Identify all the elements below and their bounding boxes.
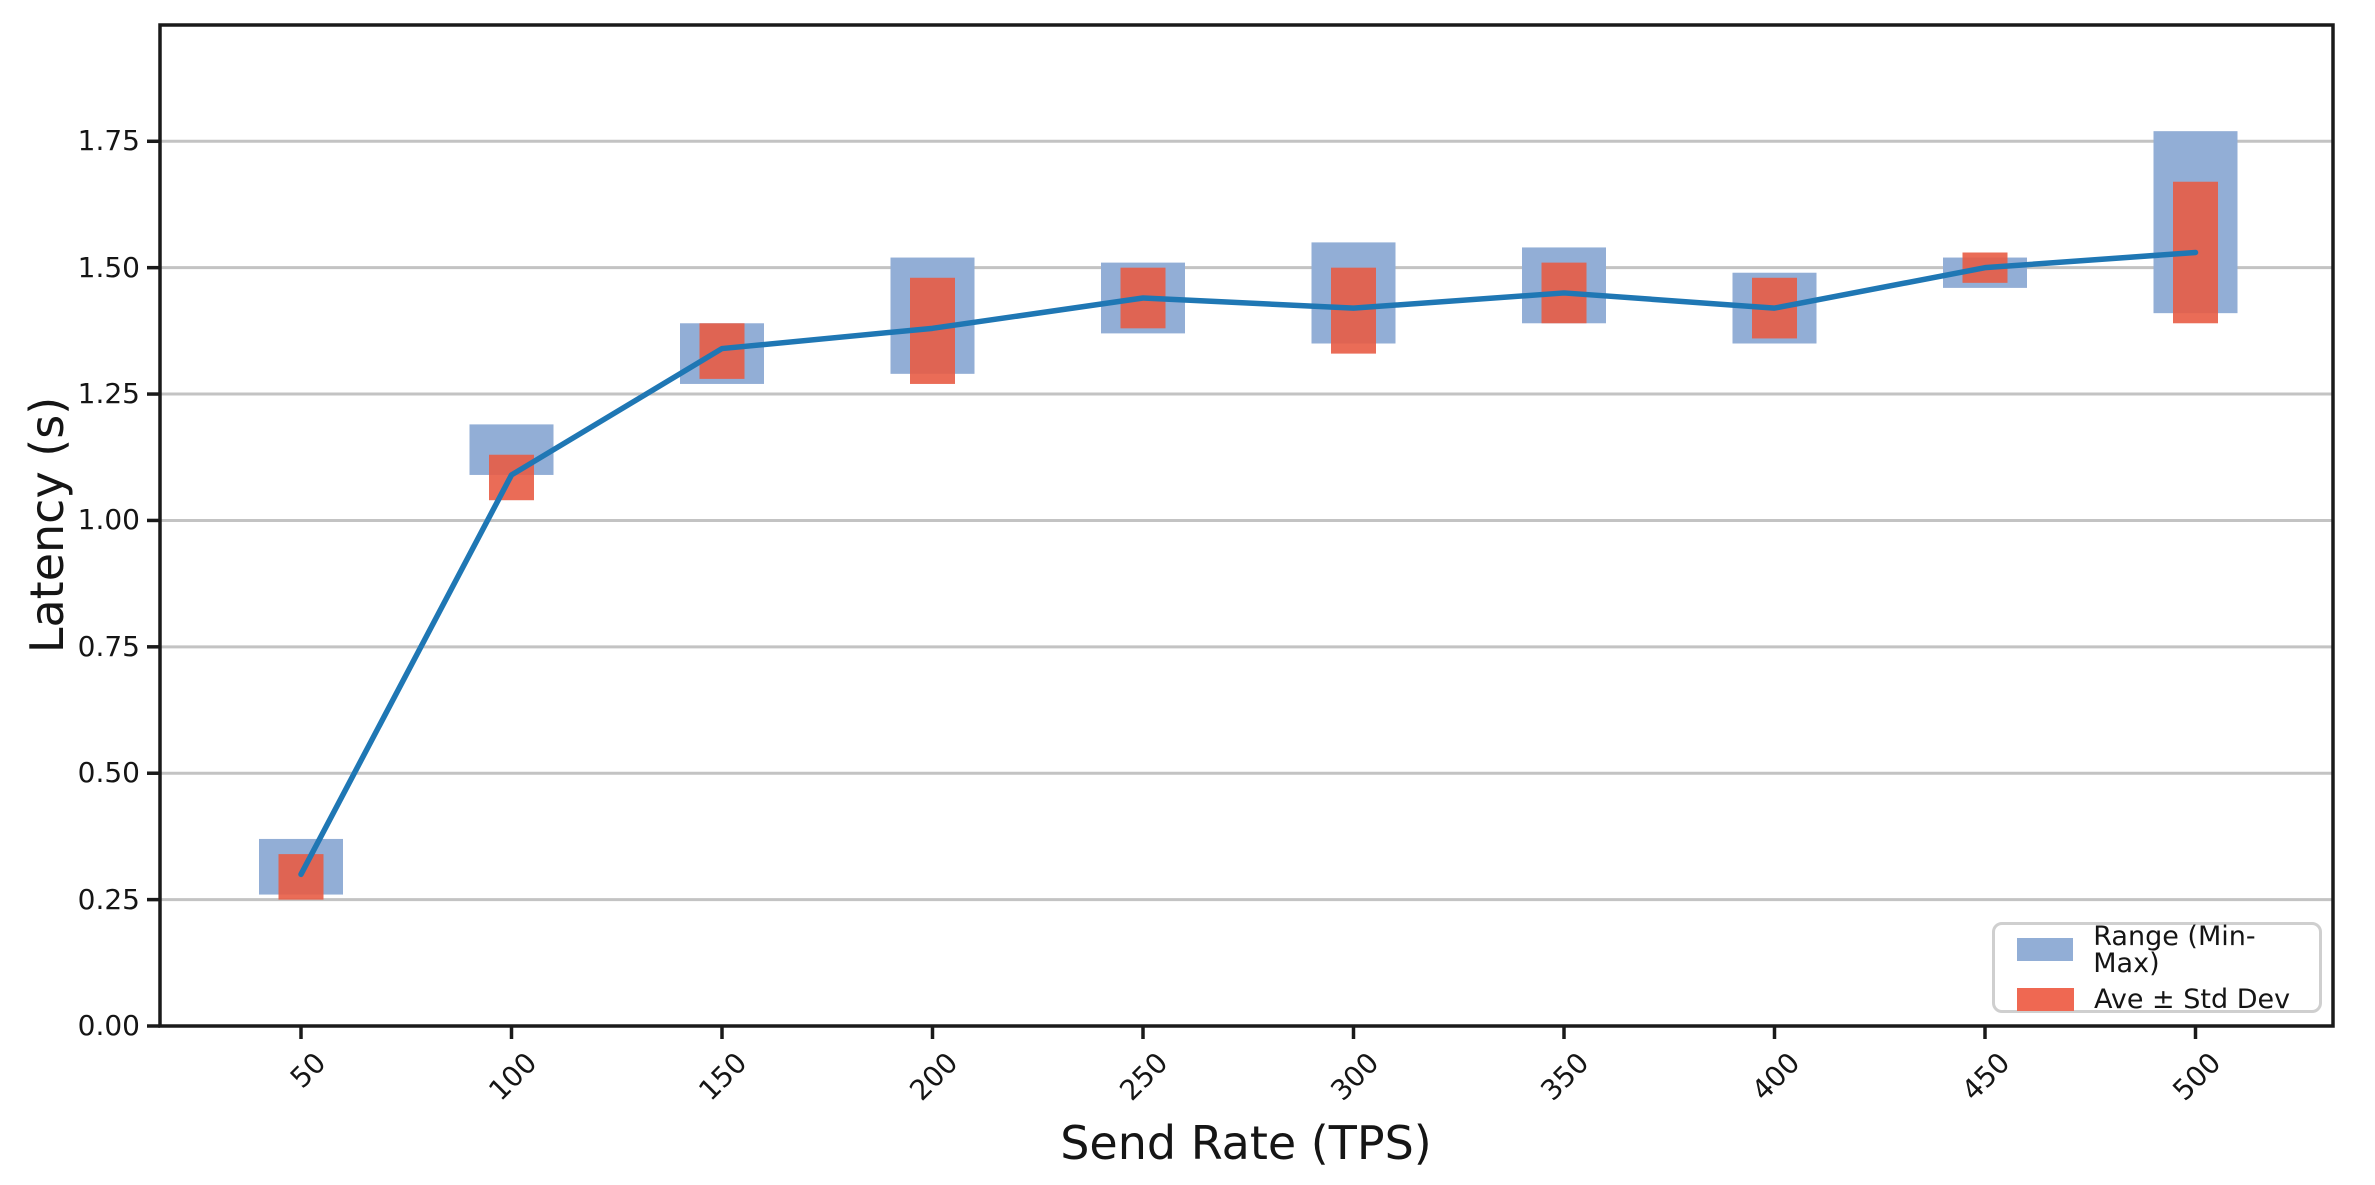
y-tick-label: 0.50	[77, 756, 140, 790]
legend-entry: Range (Min-Max)	[2017, 923, 2319, 977]
y-tick-label: 1.00	[77, 503, 140, 537]
y-tick-label: 1.25	[77, 377, 140, 411]
legend-swatch	[2017, 938, 2074, 961]
x-axis-title: Send Rate (TPS)	[1060, 1116, 1432, 1170]
legend: Range (Min-Max) Ave ± Std Dev	[1992, 922, 2322, 1013]
average-line	[298, 249, 2199, 878]
legend-swatch	[2017, 987, 2074, 1011]
legend-label: Ave ± Std Dev	[2094, 983, 2291, 1015]
y-tick-label: 0.75	[77, 629, 140, 663]
legend-entry: Ave ± Std Dev	[2017, 986, 2319, 1013]
y-tick-label: 1.50	[77, 250, 140, 284]
y-tick-label: 0.25	[77, 882, 140, 916]
y-tick-label: 1.75	[77, 124, 140, 158]
axis-frame	[158, 23, 2335, 1028]
legend-label: Range (Min-Max)	[2093, 920, 2256, 979]
y-tick-label: 0.00	[77, 1009, 140, 1042]
